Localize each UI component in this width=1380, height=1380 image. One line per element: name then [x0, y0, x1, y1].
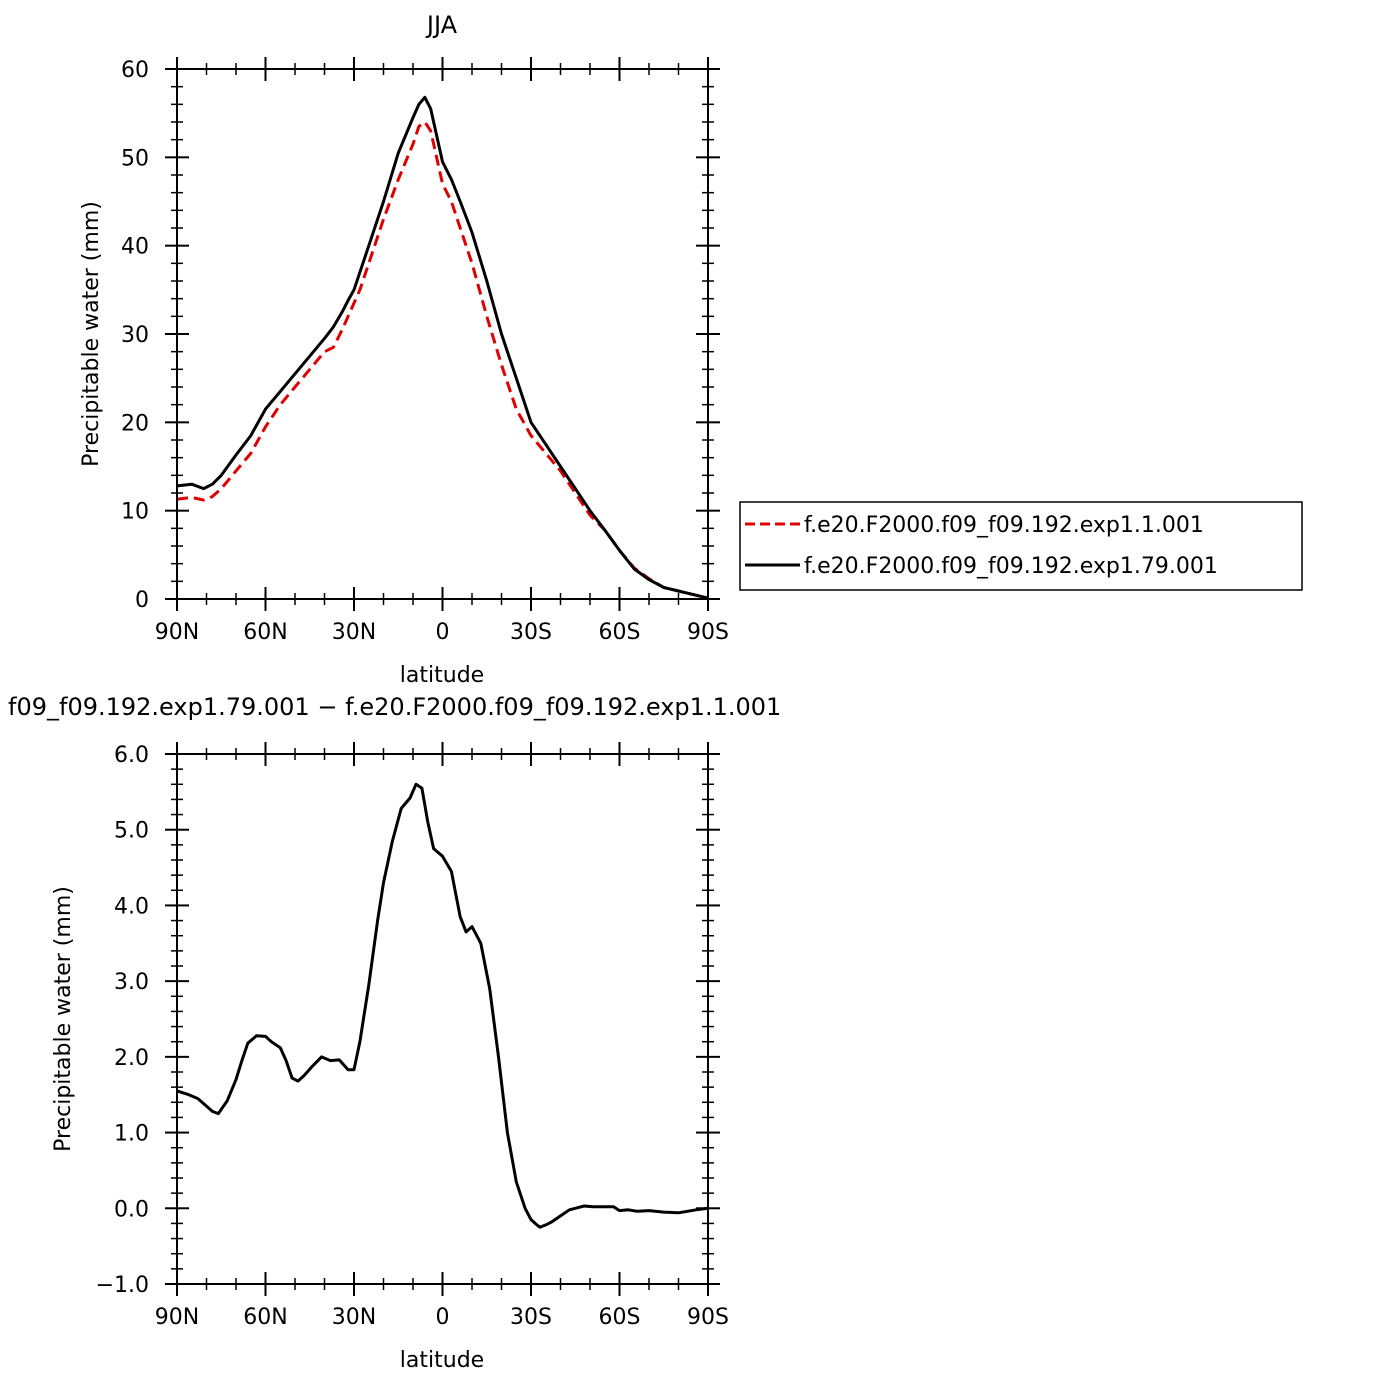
- top-chart: JJA 90N 60N 30N 0 30S 60S 90S 0 10 20 30 40 50 60 lat…: [79, 11, 729, 688]
- top-chart-xlabel: latitude: [400, 663, 484, 688]
- bottom-chart-ytick-label: 0.0: [114, 1197, 149, 1222]
- top-chart-ytick-label: 20: [121, 411, 149, 436]
- top-chart-ytick-label: 30: [121, 323, 149, 348]
- top-chart-xtick-label: 60S: [599, 620, 641, 645]
- top-chart-series-2-line: [176, 95, 709, 600]
- legend-box: [739, 501, 1303, 591]
- bottom-chart-ytick-label: 2.0: [114, 1046, 149, 1071]
- bottom-chart-xtick-label: 60S: [599, 1305, 641, 1330]
- bottom-chart-series-1-line: [176, 782, 709, 1229]
- top-chart-ticks: 90N 60N 30N 0 30S 60S 90S 0 10 20 30 40 50 60: [121, 57, 729, 645]
- top-chart-xtick-label: 30N: [332, 620, 376, 645]
- bottom-chart-xtick-label: 30S: [510, 1305, 552, 1330]
- bottom-chart-xtick-label: 30N: [332, 1305, 376, 1330]
- top-chart-ytick-label: 10: [121, 500, 149, 525]
- bottom-chart-ytick-label: 4.0: [114, 894, 149, 919]
- bottom-chart-title: f09_f09.192.exp1.79.001 − f.e20.F2000.f0…: [8, 693, 781, 721]
- top-chart-legend: f.e20.F2000.f09_f09.192.exp1.1.001 f.e20…: [739, 501, 1303, 591]
- bottom-chart-ylabel: Precipitable water (mm): [51, 886, 76, 1152]
- top-chart-xtick-label: 90S: [687, 620, 729, 645]
- top-chart-series-1-line: [176, 120, 709, 600]
- bottom-chart-ytick-label: 3.0: [114, 970, 149, 995]
- bottom-chart-xtick-label: 90S: [687, 1305, 729, 1330]
- top-chart-xtick-label: 0: [436, 620, 450, 645]
- bottom-chart-xtick-label: 60N: [243, 1305, 287, 1330]
- bottom-chart-ticks: 90N 60N 30N 0 30S 60S 90S −1.0 0.0 1.0 2.0 3.0 4.0 5.…: [96, 742, 729, 1330]
- top-chart-xtick-label: 30S: [510, 620, 552, 645]
- legend-label-experiment: f.e20.F2000.f09_f09.192.exp1.79.001: [804, 554, 1218, 579]
- bottom-chart-xtick-label: 0: [436, 1305, 450, 1330]
- top-chart-ylabel: Precipitable water (mm): [79, 201, 104, 467]
- bottom-chart-ytick-label: −1.0: [96, 1273, 149, 1298]
- bottom-chart-xtick-label: 90N: [155, 1305, 199, 1330]
- top-chart-ytick-label: 0: [135, 588, 149, 613]
- top-chart-xtick-label: 60N: [243, 620, 287, 645]
- bottom-chart-ytick-label: 5.0: [114, 819, 149, 844]
- bottom-chart: f09_f09.192.exp1.79.001 − f.e20.F2000.f0…: [8, 693, 781, 1373]
- top-chart-ytick-label: 40: [121, 235, 149, 260]
- top-chart-ytick-label: 60: [121, 58, 149, 83]
- bottom-chart-ytick-label: 6.0: [114, 743, 149, 768]
- top-chart-frame: [176, 68, 709, 600]
- top-chart-ytick-label: 50: [121, 146, 149, 171]
- bottom-chart-frame: [176, 753, 709, 1285]
- bottom-chart-series: [176, 782, 709, 1229]
- bottom-chart-xlabel: latitude: [400, 1348, 484, 1373]
- top-chart-xtick-label: 90N: [155, 620, 199, 645]
- legend-label-control: f.e20.F2000.f09_f09.192.exp1.1.001: [804, 513, 1204, 538]
- bottom-chart-ytick-label: 1.0: [114, 1122, 149, 1147]
- top-chart-title: JJA: [425, 11, 458, 39]
- top-chart-series: [176, 95, 709, 600]
